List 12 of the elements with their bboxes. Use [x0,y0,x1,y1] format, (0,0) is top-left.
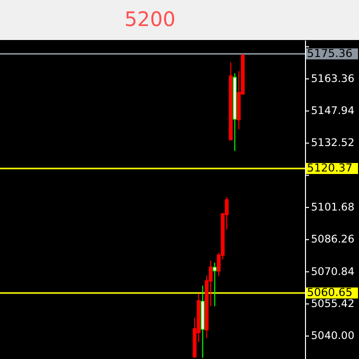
ref-line-label: 5060.65 [307,286,352,300]
y-tick-label: 5132.52 [311,137,354,150]
y-tick-label: 5040.00 [311,330,354,342]
y-tick-label: 5055.42 [311,298,354,310]
y-tick-label: 5101.68 [311,201,354,214]
y-tick-label: 5070.84 [311,266,355,278]
y-tick-label: 5147.94 [311,105,355,118]
y-tick-label: 5086.26 [311,234,355,246]
text: 5200 [124,7,176,31]
ref-line-label: 5120.37 [307,161,352,174]
ref-line-label: 5175.36 [307,46,352,60]
y-tick-label: 5163.36 [311,72,355,85]
